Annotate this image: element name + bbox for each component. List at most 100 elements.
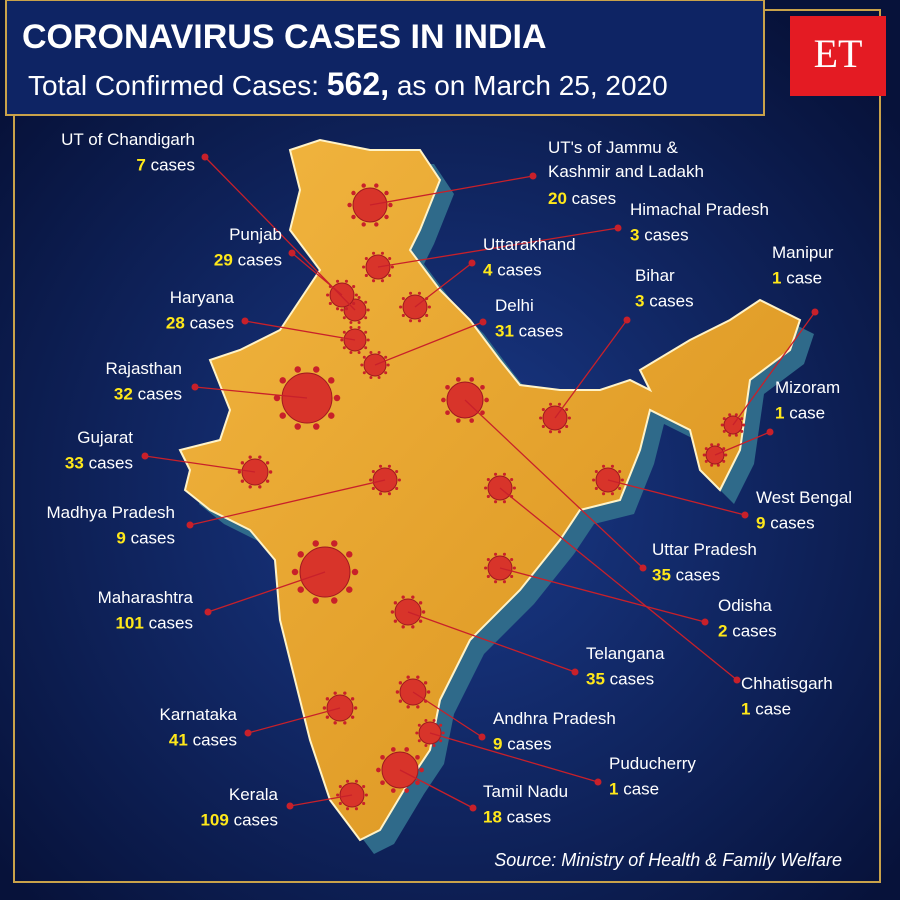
virus-spike (325, 697, 330, 701)
virus-spike (352, 301, 356, 306)
virus-spike (388, 273, 392, 278)
virus-spike (406, 705, 410, 709)
virus-spike (362, 265, 366, 269)
case-unit: cases (497, 261, 541, 280)
virus-spike (343, 721, 347, 725)
case-unit: cases (149, 614, 193, 633)
virus-spike (423, 681, 428, 685)
virus-spike (502, 552, 507, 556)
virus-spike (333, 394, 341, 402)
virus-spike (279, 412, 286, 419)
virus-spike (401, 296, 405, 301)
virus-spike (362, 784, 366, 789)
virus-spike (361, 222, 366, 227)
virus-spike (328, 377, 335, 384)
virus-spike (322, 706, 327, 710)
virus-spike (380, 754, 385, 760)
virus-spike (702, 453, 706, 457)
virus-spike (351, 568, 359, 576)
virus-spike (424, 744, 428, 748)
virus-spike (387, 464, 392, 468)
virus-spike (480, 384, 485, 390)
virus-spike (342, 330, 346, 334)
state-count-line: 18 cases (483, 808, 551, 827)
case-count: 20 (548, 189, 567, 208)
source: Source: Ministry of Health & Family Welf… (494, 850, 842, 870)
virus-spike (366, 308, 370, 312)
virus-spike (380, 251, 385, 255)
state-name: Puducherry (609, 754, 696, 773)
virus-spike (393, 619, 398, 623)
virus-spike (716, 463, 720, 467)
virus-spike (601, 492, 606, 496)
title: CORONAVIRUS CASES IN INDIA (22, 18, 547, 56)
case-count: 35 (652, 566, 671, 585)
virus-spike (594, 469, 598, 474)
virus-spike (364, 256, 368, 261)
subtitle: Total Confirmed Cases: 562, as on March … (28, 66, 668, 102)
state-count-line: 3 cases (635, 292, 694, 311)
leader-dot (191, 383, 199, 391)
state-name: West Bengal (756, 488, 852, 507)
virus-spike (344, 307, 349, 311)
state-name: UT of Chandigarh (61, 130, 195, 149)
virus-spike (417, 723, 421, 727)
leader-dot (733, 676, 741, 684)
virus-spike (364, 793, 368, 797)
virus-spike (326, 293, 330, 297)
virus-spike (237, 470, 242, 474)
virus-spike (704, 459, 708, 463)
case-count: 2 (718, 622, 727, 641)
leader-line (247, 707, 341, 734)
title-banner (5, 0, 765, 116)
virus-spike (417, 291, 422, 295)
virus-spike (601, 464, 606, 468)
leader-dot (811, 308, 819, 316)
virus-spike (398, 699, 403, 703)
virus-spike (338, 784, 342, 789)
case-count: 33 (65, 454, 84, 473)
virus-spike (345, 779, 350, 783)
state-count-line: 41 cases (169, 731, 237, 750)
case-unit: cases (519, 322, 563, 341)
state-name: Haryana (170, 288, 235, 307)
virus-spike (345, 807, 350, 811)
virus-spike (248, 485, 252, 489)
virus-spike (432, 744, 436, 748)
state-count-line: 35 cases (652, 566, 720, 585)
leader-line (369, 175, 534, 206)
virus-spike (419, 767, 424, 773)
virus-spike (297, 586, 304, 593)
logo-box (790, 16, 886, 96)
virus-spike (354, 293, 358, 297)
leader-line (414, 262, 473, 308)
state-count-line: 101 cases (115, 614, 193, 633)
case-count: 1 (741, 700, 750, 719)
virus-spike (357, 325, 361, 329)
virus-spike (258, 485, 262, 489)
virus-spike (336, 793, 340, 797)
virus-spike (411, 625, 415, 629)
virus-spike (350, 715, 355, 719)
virus-spike (384, 371, 388, 375)
virus-spike (279, 377, 286, 384)
leader-dot (623, 316, 631, 324)
virus-spike (401, 313, 405, 318)
case-unit: case (786, 269, 822, 288)
state-name: Bihar (635, 266, 675, 285)
virus-spike (265, 479, 270, 483)
leader-line (289, 794, 353, 807)
case-count: 9 (493, 735, 502, 754)
state-count-line: 1 case (609, 780, 659, 799)
state-count-line: 32 cases (114, 385, 182, 404)
leader-line (207, 571, 326, 613)
virus-spike (416, 705, 420, 709)
logo: ET (814, 31, 863, 76)
virus-spike (240, 461, 245, 465)
virus-spike (406, 675, 410, 679)
case-count: 1 (772, 269, 781, 288)
leader-dot (244, 729, 252, 737)
virus-spike (610, 464, 615, 468)
state-name: Andhra Pradesh (493, 709, 616, 728)
virus-spike (374, 183, 379, 188)
